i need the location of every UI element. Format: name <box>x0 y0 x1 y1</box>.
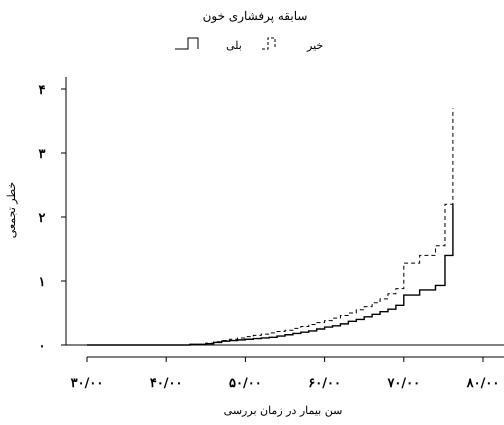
legend: بلی خیر <box>175 37 323 52</box>
x-axis-title: سن بیمار در زمان بررسی <box>224 404 343 417</box>
series-line-1 <box>87 108 454 346</box>
x-axis-ticks: ۳۰/۰۰ ۴۰/۰۰ ۵۰/۰۰ ۶۰/۰۰ ۷۰/۰۰ ۸۰/۰۰ <box>71 357 500 391</box>
y-tick-label: ۱ <box>39 275 46 290</box>
y-tick-label: ۳ <box>39 147 46 162</box>
x-tick-label: ۳۰/۰۰ <box>71 376 104 391</box>
y-tick-label: ۴ <box>39 83 46 98</box>
x-tick-label: ۸۰/۰۰ <box>466 376 500 391</box>
x-tick-label: ۷۰/۰۰ <box>386 376 420 391</box>
y-tick-label: ۰ <box>39 339 46 354</box>
y-axis-title: خطر تجمعی <box>5 182 18 238</box>
y-axis-ticks: ۰ ۱ ۲ ۳ ۴ <box>39 83 66 354</box>
y-tick-label: ۲ <box>39 211 46 226</box>
series-layer <box>87 108 454 346</box>
chart-title: سابقه پرفشاری خون <box>203 9 308 23</box>
x-tick-label: ۴۰/۰۰ <box>150 376 183 391</box>
legend-label-series-0: بلی <box>226 39 242 52</box>
legend-swatch-series-0 <box>175 37 199 50</box>
series-line-0 <box>87 204 454 346</box>
x-tick-label: ۵۰/۰۰ <box>229 376 262 391</box>
legend-label-series-1: خیر <box>306 39 323 52</box>
legend-swatch-series-1 <box>262 37 276 50</box>
x-tick-label: ۶۰/۰۰ <box>308 376 341 391</box>
